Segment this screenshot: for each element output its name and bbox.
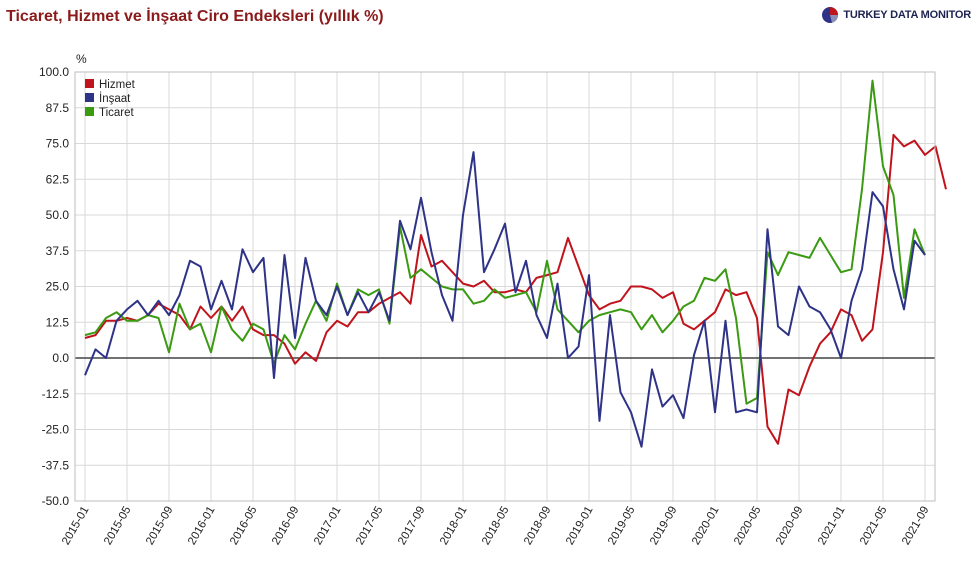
x-axis: 2015-01 2015-05 2015-09 2016-01 2016-05 2016-…: [60, 505, 932, 548]
legend-swatch: [85, 107, 94, 116]
brand-logo: TURKEY DATA MONITOR: [821, 6, 971, 24]
x-tick-label: 2021-01: [816, 505, 848, 548]
plot-frame: [74, 71, 936, 502]
y-tick-label: -50.0: [42, 494, 70, 508]
y-unit-label: %: [76, 52, 87, 66]
y-tick-label: -37.5: [42, 458, 70, 472]
y-tick-label: 37.5: [46, 244, 70, 258]
grid: [75, 71, 935, 502]
x-tick-label: 2020-09: [774, 505, 806, 548]
series-lines: [84, 79, 947, 448]
y-tick-label: 12.5: [46, 315, 70, 329]
plot-area: [74, 71, 936, 502]
x-tick-label: 2017-05: [354, 505, 386, 548]
x-tick-label: 2015-05: [102, 505, 134, 548]
legend-swatch: [85, 79, 94, 88]
x-tick-label: 2021-05: [858, 505, 890, 548]
y-tick-label: 100.0: [39, 65, 69, 79]
legend-swatch: [85, 93, 94, 102]
series-line-ticaret: [84, 79, 926, 405]
x-tick-label: 2020-05: [732, 505, 764, 548]
y-tick-label: 87.5: [46, 101, 70, 115]
x-tick-label: 2019-09: [648, 505, 680, 548]
x-tick-label: 2019-05: [606, 505, 638, 548]
y-tick-label: 25.0: [46, 280, 70, 294]
chart-title: Ticaret, Hizmet ve İnşaat Ciro Endeksler…: [6, 8, 384, 25]
legend-label: İnşaat: [99, 92, 131, 105]
x-tick-label: 2018-05: [480, 505, 512, 548]
y-axis: 100.0 87.5 75.0 62.5 50.0 37.5 25.0 12.5 0.0 -12.…: [39, 65, 69, 508]
y-tick-label: 75.0: [46, 137, 70, 151]
x-tick-label: 2016-09: [270, 505, 302, 548]
y-tick-label: -25.0: [42, 423, 70, 437]
y-tick-label: 62.5: [46, 172, 70, 186]
pie-logo-icon: [822, 7, 839, 23]
brand-name: TURKEY DATA MONITOR: [843, 9, 971, 21]
x-tick-label: 2019-01: [564, 505, 596, 548]
x-tick-label: 2015-09: [144, 505, 176, 548]
legend-label: Ticaret: [99, 107, 135, 119]
x-tick-label: 2016-05: [228, 505, 260, 548]
x-tick-label: 2015-01: [60, 505, 92, 548]
x-tick-label: 2018-09: [522, 505, 554, 548]
y-tick-label: -12.5: [42, 387, 70, 401]
x-tick-label: 2018-01: [438, 505, 470, 548]
x-tick-label: 2017-09: [396, 505, 428, 548]
x-tick-label: 2017-01: [312, 505, 344, 548]
x-tick-label: 2016-01: [186, 505, 218, 548]
legend-label: Hizmet: [99, 79, 136, 91]
x-tick-label: 2020-01: [690, 505, 722, 548]
y-tick-label: 0.0: [52, 351, 69, 365]
y-tick-label: 50.0: [46, 208, 70, 222]
series-line-i̇nşaat: [84, 151, 926, 448]
x-tick-label: 2021-09: [900, 505, 932, 548]
